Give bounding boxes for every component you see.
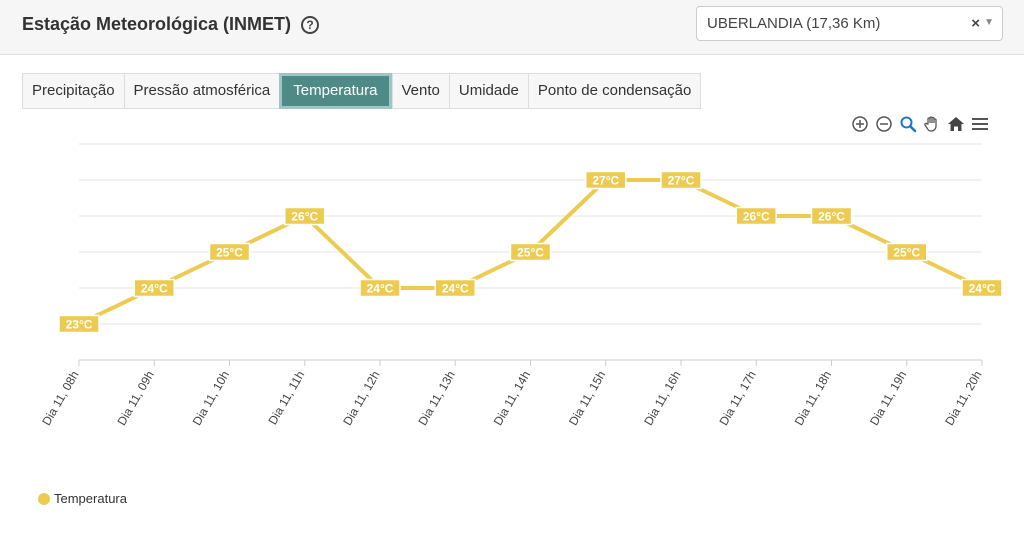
data-label: 23°C	[66, 318, 93, 332]
data-point	[434, 278, 476, 298]
data-label: 27°C	[668, 174, 695, 188]
tab-pressao-atmosferica[interactable]: Pressão atmosférica	[123, 73, 280, 109]
x-tick-label: Dia 11, 12h	[340, 369, 382, 428]
tab-temperatura[interactable]: Temperatura	[279, 73, 392, 109]
data-point	[810, 206, 853, 226]
x-tick-label: Dia 11, 09h	[114, 369, 156, 428]
legend-label: Temperatura	[54, 491, 127, 506]
x-tick-label: Dia 11, 10h	[190, 369, 232, 428]
x-tick-label: Dia 11, 11h	[265, 369, 307, 428]
chart-toolbar	[850, 114, 990, 134]
data-point	[660, 170, 702, 190]
x-tick-label: Dia 11, 20h	[942, 369, 984, 428]
x-tick-label: Dia 11, 17h	[716, 369, 758, 428]
menu-icon[interactable]	[970, 114, 990, 134]
data-label: 26°C	[743, 210, 770, 224]
data-point	[585, 170, 627, 190]
data-label: 24°C	[141, 282, 168, 296]
x-tick-label: Dia 11, 13h	[415, 369, 457, 428]
data-point	[284, 206, 326, 226]
data-label: 24°C	[969, 282, 996, 296]
zoom-in-icon[interactable]	[850, 114, 870, 134]
data-label: 24°C	[442, 282, 469, 296]
magnifier-icon[interactable]	[898, 114, 918, 134]
header: Estação Meteorológica (INMET) ? UBERLAND…	[0, 0, 1024, 55]
x-tick-label: Dia 11, 18h	[792, 369, 834, 428]
station-select[interactable]: UBERLANDIA (17,36 Km) × ▼	[696, 6, 1003, 41]
x-tick-label: Dia 11, 08h	[39, 369, 81, 428]
x-tick-label: Dia 11, 14h	[491, 369, 533, 428]
data-label: 25°C	[893, 246, 920, 260]
data-point	[735, 206, 777, 226]
chart-legend[interactable]: Temperatura	[38, 491, 127, 506]
home-icon[interactable]	[946, 114, 966, 134]
data-label: 24°C	[367, 282, 394, 296]
page-title: Estação Meteorológica (INMET) ?	[22, 14, 320, 35]
data-label: 26°C	[818, 210, 845, 224]
data-point	[961, 278, 1003, 298]
page-title-text: Estação Meteorológica (INMET)	[22, 14, 292, 34]
data-label: 25°C	[216, 246, 243, 260]
data-label: 26°C	[291, 210, 318, 224]
data-point	[58, 314, 100, 334]
x-tick-label: Dia 11, 19h	[867, 369, 909, 428]
tab-precipitacao[interactable]: Precipitação	[22, 73, 124, 109]
data-point	[133, 278, 175, 298]
temperature-chart: Dia 11, 08h Dia 11, 09h Dia 11, 10h Dia 11,…	[39, 143, 1003, 428]
help-icon[interactable]: ?	[301, 15, 320, 34]
data-label: 25°C	[517, 246, 544, 260]
tab-vento[interactable]: Vento	[391, 73, 449, 109]
x-tick-label: Dia 11, 15h	[566, 369, 608, 428]
data-point	[359, 278, 401, 298]
tab-umidade[interactable]: Umidade	[448, 73, 528, 109]
pan-hand-icon[interactable]	[922, 114, 942, 134]
data-point	[886, 242, 928, 262]
clear-icon[interactable]: ×	[971, 15, 980, 32]
data-label: 27°C	[592, 174, 619, 188]
chart-tabs: Precipitação Pressão atmosférica Tempera…	[22, 73, 702, 109]
legend-marker	[38, 492, 50, 505]
data-point	[208, 242, 251, 262]
zoom-out-icon[interactable]	[874, 114, 894, 134]
tab-ponto-de-condensacao[interactable]: Ponto de condensação	[527, 73, 702, 109]
data-point	[509, 242, 552, 262]
x-tick-label: Dia 11, 16h	[641, 369, 683, 428]
station-select-value: UBERLANDIA (17,36 Km)	[707, 15, 881, 32]
chevron-down-icon[interactable]: ▼	[984, 17, 994, 28]
